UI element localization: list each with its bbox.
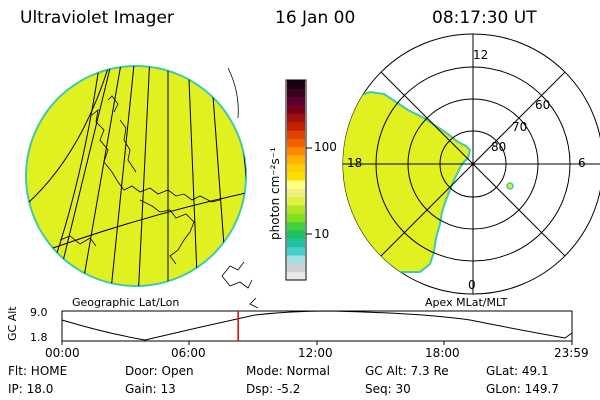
colorbar-stripe	[287, 80, 305, 89]
polar-grid	[343, 34, 600, 294]
altitude-xticks	[61, 341, 573, 345]
colorbar-stripe	[287, 230, 305, 239]
colorbar-stripe	[287, 196, 305, 206]
altitude-ytick-bottom: 1.8	[30, 331, 48, 344]
left-panel-caption: Geographic Lat/Lon	[72, 296, 180, 309]
colorbar-stripe	[287, 255, 305, 264]
info-seq: Seq: 30	[365, 382, 411, 396]
altitude-plot	[61, 310, 573, 345]
colorbar-stripe	[287, 171, 305, 181]
colorbar-stripe	[287, 138, 305, 148]
colorbar-stripe	[287, 121, 305, 131]
info-flt: Flt: HOME	[8, 364, 68, 378]
colorbar-stripe	[287, 238, 305, 248]
colorbar-unit-label: photon cm⁻²s⁻¹	[268, 147, 282, 240]
colorbar-stripe	[287, 205, 305, 214]
colorbar-stripe	[287, 221, 305, 231]
instrument-title: Ultraviolet Imager	[20, 8, 174, 28]
colorbar-stripe	[287, 155, 305, 164]
info-mode: Mode: Normal	[246, 364, 330, 378]
mlt-label-12: 12	[473, 48, 489, 62]
colorbar-stripe	[287, 130, 305, 139]
altitude-xtick-1: 06:00	[171, 346, 206, 360]
info-glon: GLon: 149.7	[486, 382, 559, 396]
mlat-label-70: 70	[512, 120, 528, 134]
altitude-ytick-top: 9.0	[30, 306, 48, 319]
geographic-image	[25, 65, 247, 287]
info-ip: IP: 18.0	[8, 382, 54, 396]
colorbar-stripe	[287, 88, 305, 98]
colorbar-stripe	[287, 271, 305, 281]
colorbar-stripe	[287, 163, 305, 173]
apex-polar-plot	[342, 33, 600, 295]
right-panel-caption: Apex MLat/MLT	[425, 296, 508, 309]
colorbar-stripe	[287, 180, 305, 189]
date-label: 16 Jan 00	[275, 8, 356, 28]
outer-coastline	[221, 67, 259, 309]
altitude-ylabel: GC Alt	[6, 306, 19, 341]
mlat-label-80: 80	[491, 140, 507, 154]
altitude-xtick-3: 18:00	[425, 346, 460, 360]
mlat-label-60: 60	[535, 98, 551, 112]
colorbar-stripe	[287, 146, 305, 156]
info-gain: Gain: 13	[125, 382, 176, 396]
altitude-xtick-2: 12:00	[298, 346, 333, 360]
info-dsp: Dsp: -5.2	[246, 382, 301, 396]
info-glat: GLat: 49.1	[486, 364, 549, 378]
colorbar-tick-10: 10	[314, 227, 330, 241]
colorbar-stripe	[287, 96, 305, 106]
info-gc-alt: GC Alt: 7.3 Re	[365, 364, 449, 378]
colorbar-stripe	[287, 188, 305, 198]
coastlines	[59, 95, 221, 265]
altitude-xtick-0: 00:00	[45, 346, 80, 360]
info-door: Door: Open	[125, 364, 194, 378]
colorbar-tick-100: 100	[314, 140, 337, 154]
colorbar-stripe	[287, 263, 305, 273]
mlt-label-18: 18	[347, 156, 363, 170]
colorbar-stripe	[287, 105, 305, 114]
mlt-label-6: 6	[578, 156, 586, 170]
mlt-label-0: 0	[468, 278, 476, 292]
altitude-xtick-4: 23:59	[554, 346, 589, 360]
time-label: 08:17:30 UT	[432, 8, 537, 28]
colorbar-stripe	[287, 113, 305, 123]
colorbar-stripe	[287, 246, 305, 256]
colorbar-stripe	[287, 213, 305, 223]
colorbar	[285, 79, 312, 281]
